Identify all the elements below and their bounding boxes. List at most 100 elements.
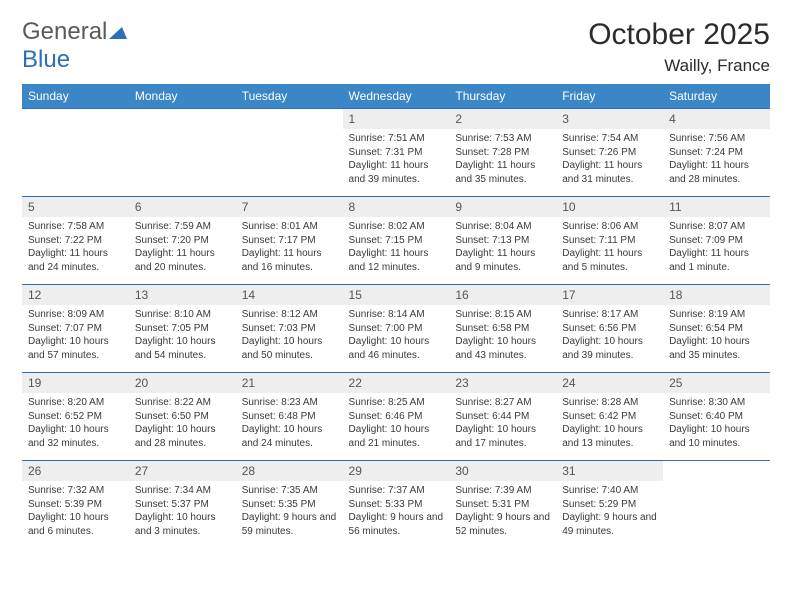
title-block: October 2025 Wailly, France [588,18,770,76]
calendar-day-cell: 27Sunrise: 7:34 AMSunset: 5:37 PMDayligh… [129,461,236,549]
day-number: 2 [449,109,556,129]
calendar-week-row: 26Sunrise: 7:32 AMSunset: 5:39 PMDayligh… [22,461,770,549]
sunset-text: Sunset: 6:52 PM [28,410,123,424]
day-details: Sunrise: 7:40 AMSunset: 5:29 PMDaylight:… [556,481,663,544]
day-details: Sunrise: 8:20 AMSunset: 6:52 PMDaylight:… [22,393,129,456]
day-details: Sunrise: 8:04 AMSunset: 7:13 PMDaylight:… [449,217,556,280]
calendar-day-cell [129,109,236,197]
calendar-day-cell: 19Sunrise: 8:20 AMSunset: 6:52 PMDayligh… [22,373,129,461]
daylight-text: Daylight: 10 hours and 57 minutes. [28,335,123,362]
sunset-text: Sunset: 5:37 PM [135,498,230,512]
day-number: 17 [556,285,663,305]
day-details: Sunrise: 7:56 AMSunset: 7:24 PMDaylight:… [663,129,770,192]
day-number: 7 [236,197,343,217]
daylight-text: Daylight: 11 hours and 31 minutes. [562,159,657,186]
daylight-text: Daylight: 11 hours and 20 minutes. [135,247,230,274]
logo: General Blue [22,18,127,74]
sunset-text: Sunset: 6:44 PM [455,410,550,424]
day-details: Sunrise: 8:27 AMSunset: 6:44 PMDaylight:… [449,393,556,456]
day-number: 10 [556,197,663,217]
daylight-text: Daylight: 11 hours and 24 minutes. [28,247,123,274]
calendar-week-row: 12Sunrise: 8:09 AMSunset: 7:07 PMDayligh… [22,285,770,373]
calendar-day-cell: 6Sunrise: 7:59 AMSunset: 7:20 PMDaylight… [129,197,236,285]
sunrise-text: Sunrise: 8:23 AM [242,396,337,410]
daylight-text: Daylight: 10 hours and 50 minutes. [242,335,337,362]
daylight-text: Daylight: 9 hours and 56 minutes. [349,511,444,538]
sunrise-text: Sunrise: 7:51 AM [349,132,444,146]
daylight-text: Daylight: 11 hours and 16 minutes. [242,247,337,274]
sunrise-text: Sunrise: 8:27 AM [455,396,550,410]
daylight-text: Daylight: 10 hours and 6 minutes. [28,511,123,538]
calendar-day-cell [663,461,770,549]
sunset-text: Sunset: 7:13 PM [455,234,550,248]
sunset-text: Sunset: 6:42 PM [562,410,657,424]
sunset-text: Sunset: 7:24 PM [669,146,764,160]
daylight-text: Daylight: 10 hours and 13 minutes. [562,423,657,450]
day-number: 5 [22,197,129,217]
sunset-text: Sunset: 6:54 PM [669,322,764,336]
day-number: 20 [129,373,236,393]
sunrise-text: Sunrise: 8:28 AM [562,396,657,410]
sunrise-text: Sunrise: 7:39 AM [455,484,550,498]
daylight-text: Daylight: 10 hours and 21 minutes. [349,423,444,450]
day-number: 14 [236,285,343,305]
calendar-day-cell: 4Sunrise: 7:56 AMSunset: 7:24 PMDaylight… [663,109,770,197]
day-number: 1 [343,109,450,129]
day-number: 24 [556,373,663,393]
daylight-text: Daylight: 11 hours and 5 minutes. [562,247,657,274]
sunset-text: Sunset: 7:15 PM [349,234,444,248]
calendar-day-cell: 7Sunrise: 8:01 AMSunset: 7:17 PMDaylight… [236,197,343,285]
calendar-day-cell [236,109,343,197]
sunrise-text: Sunrise: 8:15 AM [455,308,550,322]
calendar-week-row: 5Sunrise: 7:58 AMSunset: 7:22 PMDaylight… [22,197,770,285]
day-details: Sunrise: 8:07 AMSunset: 7:09 PMDaylight:… [663,217,770,280]
day-number: 13 [129,285,236,305]
calendar-week-row: 1Sunrise: 7:51 AMSunset: 7:31 PMDaylight… [22,109,770,197]
sunset-text: Sunset: 7:00 PM [349,322,444,336]
daylight-text: Daylight: 9 hours and 59 minutes. [242,511,337,538]
month-title: October 2025 [588,18,770,52]
sunrise-text: Sunrise: 8:04 AM [455,220,550,234]
sunrise-text: Sunrise: 7:34 AM [135,484,230,498]
calendar-day-cell: 15Sunrise: 8:14 AMSunset: 7:00 PMDayligh… [343,285,450,373]
sunrise-text: Sunrise: 8:10 AM [135,308,230,322]
day-number: 12 [22,285,129,305]
calendar-day-cell: 18Sunrise: 8:19 AMSunset: 6:54 PMDayligh… [663,285,770,373]
day-details: Sunrise: 7:51 AMSunset: 7:31 PMDaylight:… [343,129,450,192]
daylight-text: Daylight: 11 hours and 39 minutes. [349,159,444,186]
day-details: Sunrise: 7:59 AMSunset: 7:20 PMDaylight:… [129,217,236,280]
day-details: Sunrise: 7:37 AMSunset: 5:33 PMDaylight:… [343,481,450,544]
day-details: Sunrise: 7:53 AMSunset: 7:28 PMDaylight:… [449,129,556,192]
day-number: 15 [343,285,450,305]
location-label: Wailly, France [588,56,770,76]
sunset-text: Sunset: 5:35 PM [242,498,337,512]
sunrise-text: Sunrise: 7:59 AM [135,220,230,234]
sunset-text: Sunset: 5:33 PM [349,498,444,512]
sunrise-text: Sunrise: 7:58 AM [28,220,123,234]
daylight-text: Daylight: 11 hours and 35 minutes. [455,159,550,186]
day-details: Sunrise: 8:01 AMSunset: 7:17 PMDaylight:… [236,217,343,280]
weekday-header: Thursday [449,84,556,109]
sunrise-text: Sunrise: 8:30 AM [669,396,764,410]
weekday-header: Wednesday [343,84,450,109]
daylight-text: Daylight: 10 hours and 43 minutes. [455,335,550,362]
sunrise-text: Sunrise: 7:32 AM [28,484,123,498]
sunset-text: Sunset: 7:22 PM [28,234,123,248]
calendar-day-cell: 11Sunrise: 8:07 AMSunset: 7:09 PMDayligh… [663,197,770,285]
day-details: Sunrise: 8:17 AMSunset: 6:56 PMDaylight:… [556,305,663,368]
day-number: 6 [129,197,236,217]
weekday-header: Saturday [663,84,770,109]
sunset-text: Sunset: 6:40 PM [669,410,764,424]
weekday-header: Sunday [22,84,129,109]
day-details: Sunrise: 7:32 AMSunset: 5:39 PMDaylight:… [22,481,129,544]
day-details: Sunrise: 8:10 AMSunset: 7:05 PMDaylight:… [129,305,236,368]
day-details: Sunrise: 8:09 AMSunset: 7:07 PMDaylight:… [22,305,129,368]
sunset-text: Sunset: 7:07 PM [28,322,123,336]
day-details: Sunrise: 7:39 AMSunset: 5:31 PMDaylight:… [449,481,556,544]
calendar-day-cell: 24Sunrise: 8:28 AMSunset: 6:42 PMDayligh… [556,373,663,461]
sunrise-text: Sunrise: 8:07 AM [669,220,764,234]
calendar-day-cell: 29Sunrise: 7:37 AMSunset: 5:33 PMDayligh… [343,461,450,549]
day-details: Sunrise: 8:28 AMSunset: 6:42 PMDaylight:… [556,393,663,456]
sunset-text: Sunset: 6:50 PM [135,410,230,424]
day-details: Sunrise: 7:35 AMSunset: 5:35 PMDaylight:… [236,481,343,544]
